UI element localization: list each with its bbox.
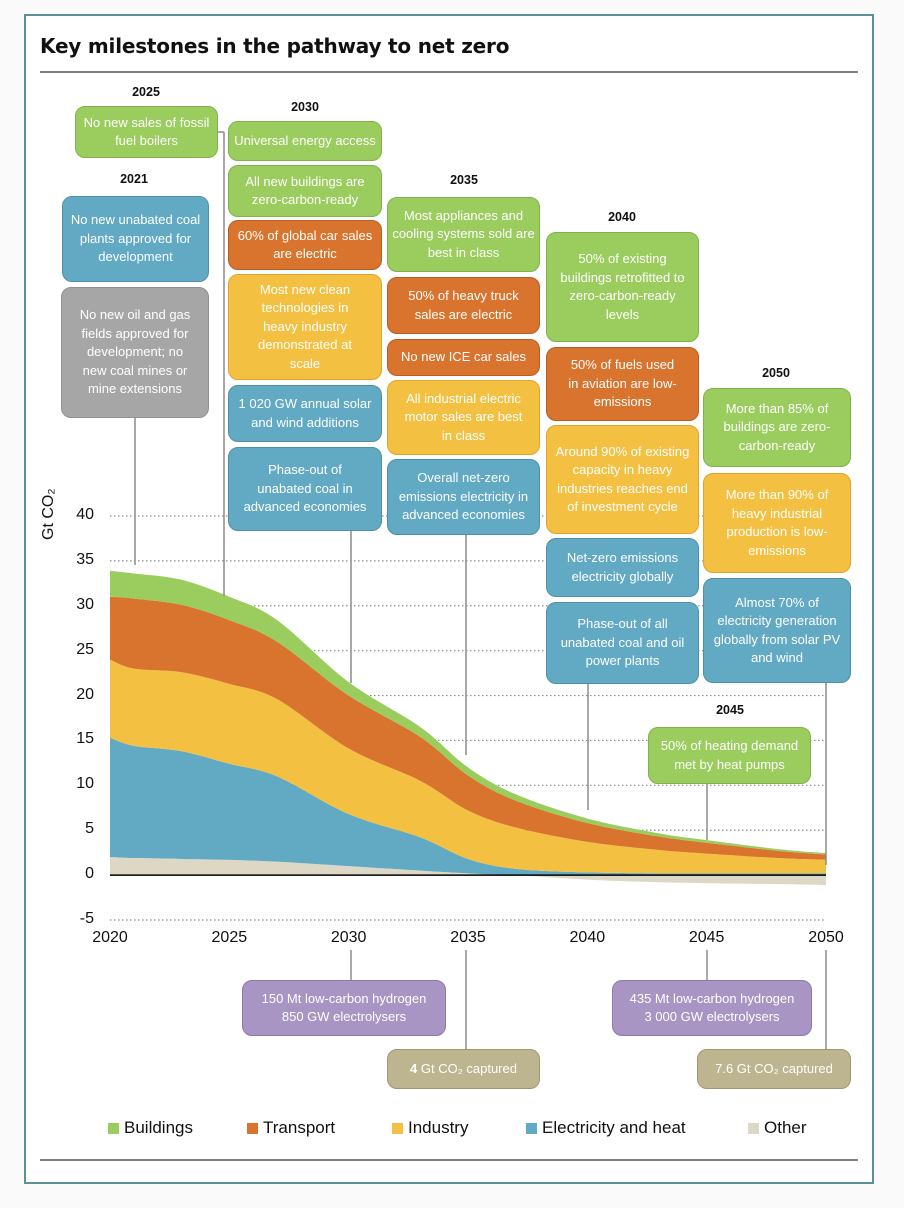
milestone-2021-coal-plants: No new unabated coal plants approved for… xyxy=(62,196,209,282)
legend-label-electricity: Electricity and heat xyxy=(542,1118,686,1137)
legend-other: Other xyxy=(748,1118,807,1138)
y-tick-label: 20 xyxy=(76,685,94,703)
y-tick-label: -5 xyxy=(79,910,94,927)
x-tick-label: 2035 xyxy=(450,929,486,946)
legend-swatch-industry xyxy=(392,1122,403,1134)
milestone-2030-hydrogen: 150 Mt low-carbon hydrogen 850 GW electr… xyxy=(242,980,446,1036)
x-tick-label: 2025 xyxy=(211,929,248,946)
milestone-2035-appliances: Most appliances and cooling systems sold… xyxy=(387,197,540,272)
x-tick-label: 2020 xyxy=(92,929,128,946)
milestone-2030-new-buildings: All new buildings are zero-carbon-ready xyxy=(228,165,382,217)
milestone-2025-boilers: No new sales of fossil fuel boilers xyxy=(75,106,218,158)
legend-swatch-buildings xyxy=(108,1122,119,1134)
year-label-2035: 2035 xyxy=(450,173,478,187)
milestone-2030-solar-wind: 1 020 GW annual solar and wind additions xyxy=(228,385,382,442)
area-transport xyxy=(110,596,826,860)
y-tick-label: 15 xyxy=(76,730,94,748)
legend-swatch-transport xyxy=(247,1122,258,1134)
milestone-2040-heavy-industry: Around 90% of existing capacity in heavy… xyxy=(546,425,699,534)
legend-swatch-other xyxy=(748,1122,759,1134)
legend-swatch-electricity xyxy=(526,1122,537,1134)
milestone-2030-energy-access: Universal energy access xyxy=(228,121,382,161)
area-electricity-and-heat xyxy=(110,737,826,876)
stacked-areas xyxy=(110,570,826,885)
legend-electricity: Electricity and heat xyxy=(526,1118,686,1138)
bottom-divider xyxy=(40,1159,858,1161)
x-tick-label: 2030 xyxy=(330,929,367,946)
legend-label-transport: Transport xyxy=(263,1118,336,1137)
milestone-2035-trucks: 50% of heavy truck sales are electric xyxy=(387,277,540,334)
co2-captured-unit: Gt CO₂ captured xyxy=(417,1060,517,1076)
milestone-2040-coal-oil-phaseout: Phase-out of all unabated coal and oil p… xyxy=(546,602,699,684)
milestone-connectors xyxy=(134,131,827,1049)
year-label-2040: 2040 xyxy=(608,210,636,224)
milestone-2045-hydrogen: 435 Mt low-carbon hydrogen 3 000 GW elec… xyxy=(612,980,812,1036)
milestone-2035-ice-cars: No new ICE car sales xyxy=(387,339,540,376)
page-title: Key milestones in the pathway to net zer… xyxy=(40,34,510,58)
legend-transport: Transport xyxy=(247,1118,335,1138)
area-industry xyxy=(110,659,826,874)
y-tick-label: 30 xyxy=(76,595,94,613)
legend-buildings: Buildings xyxy=(108,1118,193,1138)
y-tick-label: 40 xyxy=(76,506,94,523)
year-label-2025: 2025 xyxy=(132,85,160,99)
legend-industry: Industry xyxy=(392,1118,468,1138)
legend-label-buildings: Buildings xyxy=(124,1118,193,1137)
x-tick-label: 2040 xyxy=(569,929,606,946)
milestone-2030-clean-tech: Most new clean technologies in heavy ind… xyxy=(228,274,382,380)
milestone-2030-coal-phaseout: Phase-out of unabated coal in advanced e… xyxy=(228,447,382,531)
x-tick-label: 2045 xyxy=(688,929,725,946)
milestone-2050-solar-wind: Almost 70% of electricity generation glo… xyxy=(703,578,851,683)
milestone-2040-net-zero-electricity: Net-zero emissions electricity globally xyxy=(546,538,699,597)
title-divider xyxy=(40,71,858,73)
year-label-2045: 2045 xyxy=(716,703,744,717)
milestone-2050-co2-captured: 7.6 Gt CO₂ captured xyxy=(697,1049,851,1089)
co2-captured-amount: 4 xyxy=(410,1060,418,1076)
y-tick-label: 5 xyxy=(85,820,94,838)
legend-label-other: Other xyxy=(764,1118,807,1137)
area-other xyxy=(110,857,826,885)
year-label-2021: 2021 xyxy=(120,172,148,186)
milestone-2045-heat-pumps: 50% of heating demand met by heat pumps xyxy=(648,727,811,784)
milestone-2050-buildings: More than 85% of buildings are zero-carb… xyxy=(703,388,851,467)
legend-label-industry: Industry xyxy=(408,1118,469,1137)
milestone-2021-oil-gas: No new oil and gas fields approved for d… xyxy=(61,287,209,418)
y-axis-label: Gt CO₂ xyxy=(40,488,57,540)
y-tick-label: 25 xyxy=(76,640,94,658)
year-label-2050: 2050 xyxy=(762,366,790,380)
y-tick-label: 10 xyxy=(76,775,94,793)
milestone-2040-retrofits: 50% of existing buildings retrofitted to… xyxy=(546,232,699,342)
milestone-2035-motors: All industrial electric motor sales are … xyxy=(387,380,540,455)
y-tick-label: 0 xyxy=(85,865,94,883)
milestone-2035-co2-captured: 4 Gt CO₂ captured xyxy=(387,1049,540,1089)
milestone-2035-net-zero-advanced: Overall net-zero emissions electricity i… xyxy=(387,459,540,535)
milestone-2050-heavy-industry: More than 90% of heavy industrial produc… xyxy=(703,473,851,573)
x-tick-label: 2050 xyxy=(808,929,844,946)
milestone-2030-car-sales: 60% of global car sales are electric xyxy=(228,220,382,270)
y-tick-label: 35 xyxy=(76,550,94,568)
area-buildings xyxy=(110,570,826,855)
year-label-2030: 2030 xyxy=(291,100,319,114)
milestone-2040-aviation: 50% of fuels used in aviation are low-em… xyxy=(546,347,699,421)
